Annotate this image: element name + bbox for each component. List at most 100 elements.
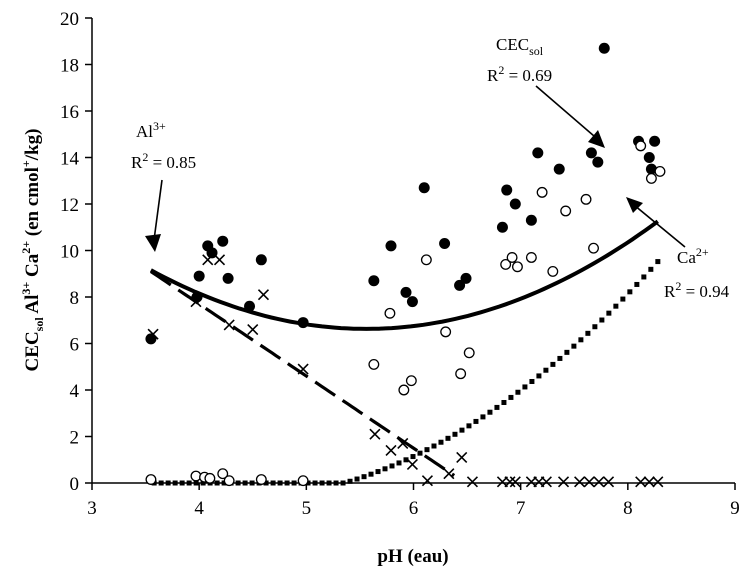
point-cec-sol bbox=[244, 301, 255, 312]
point-ca2- bbox=[581, 195, 591, 205]
point-al3- bbox=[457, 452, 467, 462]
annot-cec-sub: sol bbox=[529, 44, 544, 58]
point-ca2- bbox=[146, 475, 156, 485]
annot-cec-r: R bbox=[487, 66, 499, 85]
fit-ca-marker bbox=[320, 481, 325, 486]
fit-ca-marker bbox=[620, 297, 625, 302]
fit-ca-marker bbox=[459, 428, 464, 433]
fit-ca-marker bbox=[655, 259, 660, 264]
annot-ca-name: Ca bbox=[677, 248, 696, 267]
annotation-al: Al3+ R2 = 0.85 bbox=[131, 119, 196, 252]
fit-ca-marker bbox=[641, 274, 646, 279]
fit-ca-marker bbox=[348, 479, 353, 484]
fit-ca-marker bbox=[543, 368, 548, 373]
fit-ca-marker bbox=[445, 436, 450, 441]
fit-ca-marker bbox=[529, 379, 534, 384]
point-cec-sol bbox=[407, 296, 418, 307]
annot-cec-name: CEC bbox=[496, 35, 529, 54]
fit-ca-marker bbox=[571, 344, 576, 349]
point-cec-sol bbox=[497, 222, 508, 233]
y-label-unit-end: /kg) bbox=[22, 129, 43, 162]
point-cec-sol bbox=[649, 136, 660, 147]
fit-ca-marker bbox=[417, 451, 422, 456]
fit-ca-marker bbox=[648, 267, 653, 272]
fit-ca-marker bbox=[166, 481, 171, 486]
point-cec-sol bbox=[419, 182, 430, 193]
point-al3- bbox=[203, 255, 213, 265]
point-al3- bbox=[422, 476, 432, 486]
y-tick-label: 2 bbox=[70, 428, 80, 449]
annot-cec-arrow bbox=[536, 86, 594, 136]
fit-ca-marker bbox=[424, 447, 429, 452]
svg-text:Al3+: Al3+ bbox=[136, 119, 166, 141]
fit-ca-marker bbox=[390, 463, 395, 468]
x-tick-label: 4 bbox=[194, 498, 204, 519]
point-cec-sol bbox=[400, 287, 411, 298]
fit-ca-marker bbox=[501, 400, 506, 405]
point-ca2- bbox=[422, 255, 432, 265]
fit-ca-marker bbox=[187, 481, 192, 486]
y-label-cec: CEC bbox=[22, 331, 43, 371]
point-cec-sol bbox=[554, 164, 565, 175]
x-tick-label: 8 bbox=[623, 498, 633, 519]
fit-ca-marker bbox=[173, 481, 178, 486]
point-ca2- bbox=[655, 167, 665, 177]
annotation-ca: Ca2+ R2 = 0.94 bbox=[626, 197, 730, 301]
fit-ca-marker bbox=[278, 481, 283, 486]
point-al3- bbox=[541, 477, 551, 487]
point-al3- bbox=[248, 325, 258, 335]
fit-ca-marker bbox=[494, 405, 499, 410]
fit-ca-marker bbox=[480, 414, 485, 419]
point-cec-sol bbox=[385, 240, 396, 251]
y-label-ca-sup: 2+ bbox=[19, 241, 33, 254]
point-ca2- bbox=[589, 243, 599, 253]
y-label-ca: Ca bbox=[22, 253, 43, 277]
fit-ca-marker bbox=[466, 423, 471, 428]
point-ca2- bbox=[636, 141, 646, 151]
axis-ticks: 3 4 5 6 7 8 9 0 2 4 6 8 10 12 14 16 18 20 bbox=[60, 9, 740, 519]
annot-al-sup: 3+ bbox=[153, 119, 166, 133]
y-tick-label: 0 bbox=[70, 474, 80, 495]
fit-ca-marker bbox=[473, 419, 478, 424]
point-cec-sol bbox=[644, 152, 655, 163]
fit-ca-marker bbox=[334, 481, 339, 486]
y-tick-label: 12 bbox=[60, 195, 79, 216]
fit-ca-marker bbox=[522, 384, 527, 389]
point-ca2- bbox=[464, 348, 474, 358]
fit-ca-marker bbox=[376, 469, 381, 474]
y-tick-label: 10 bbox=[60, 242, 79, 263]
fit-ca-marker bbox=[606, 311, 611, 316]
fit-ca-marker bbox=[627, 289, 632, 294]
fit-ca-marker bbox=[271, 481, 276, 486]
annot-ca-r: R bbox=[664, 282, 676, 301]
point-ca2- bbox=[224, 476, 234, 486]
y-tick-label: 4 bbox=[70, 381, 80, 402]
fit-ca-marker bbox=[438, 440, 443, 445]
point-ca2- bbox=[385, 308, 395, 318]
fit-ca-marker bbox=[585, 331, 590, 336]
point-cec-sol bbox=[194, 271, 205, 282]
point-al3- bbox=[386, 445, 396, 455]
fit-ca-marker bbox=[341, 481, 346, 486]
annot-cec-r-val: = 0.69 bbox=[504, 66, 552, 85]
fit-ca-marker bbox=[613, 304, 618, 309]
point-al3- bbox=[644, 477, 654, 487]
point-cec-sol bbox=[298, 317, 309, 328]
fit-ca-marker bbox=[592, 324, 597, 329]
point-ca2- bbox=[548, 267, 558, 277]
point-ca2- bbox=[257, 475, 267, 485]
annot-ca-r-val: = 0.94 bbox=[681, 282, 729, 301]
svg-text:Ca2+: Ca2+ bbox=[677, 245, 709, 267]
point-al3- bbox=[559, 477, 569, 487]
fit-ca-marker bbox=[313, 481, 318, 486]
annot-al-arrow bbox=[154, 180, 162, 240]
point-ca2- bbox=[513, 262, 523, 272]
point-cec-sol bbox=[586, 147, 597, 158]
svg-text:R2 = 0.85: R2 = 0.85 bbox=[131, 150, 196, 172]
point-ca2- bbox=[399, 385, 409, 395]
fit-ca-marker bbox=[410, 454, 415, 459]
point-cec-sol bbox=[599, 43, 610, 54]
fit-ca-marker bbox=[578, 337, 583, 342]
point-al3- bbox=[258, 290, 268, 300]
fit-ca-marker bbox=[397, 460, 402, 465]
